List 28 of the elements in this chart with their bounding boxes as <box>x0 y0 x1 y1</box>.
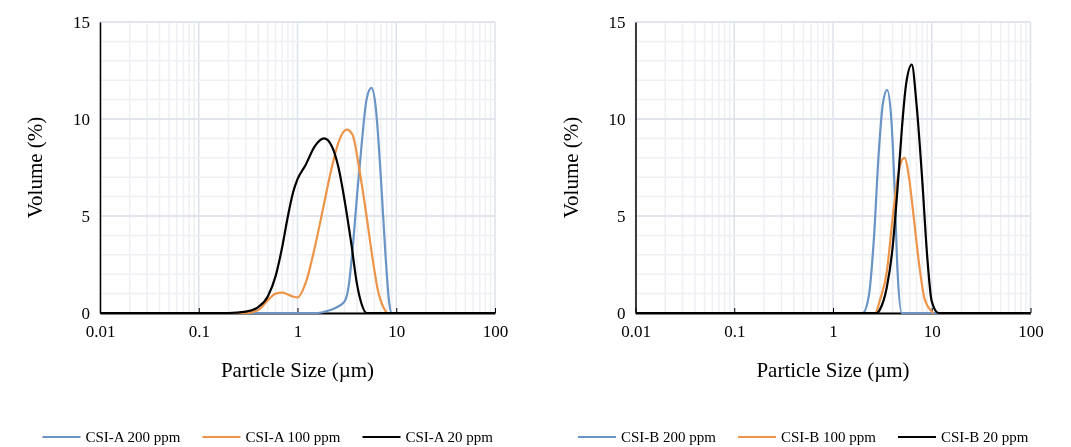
legend-label: CSI-B 200 ppm <box>620 429 717 445</box>
y-tick-label: 15 <box>608 12 626 32</box>
x-tick-label: 10 <box>388 322 406 342</box>
legend-label: CSI-B 20 ppm <box>941 429 1029 445</box>
y-tick-label: 10 <box>73 109 90 129</box>
x-tick-label: 0.01 <box>621 322 651 342</box>
y-tick-label: 0 <box>81 303 90 323</box>
x-tick-label: 0.01 <box>85 322 116 342</box>
y-tick-label: 0 <box>617 303 626 323</box>
legend-label: CSI-A 200 ppm <box>85 429 181 445</box>
y-tick-label: 15 <box>73 12 90 32</box>
x-tick-label: 0.1 <box>724 322 746 342</box>
legend-label: CSI-B 100 ppm <box>780 429 877 445</box>
x-axis-title: Particle Size (µm) <box>220 358 375 382</box>
y-tick-label: 5 <box>617 206 626 226</box>
x-tick-label: 0.1 <box>188 322 210 342</box>
x-tick-label: 1 <box>829 322 838 342</box>
x-axis-title: Particle Size (µm) <box>756 358 910 382</box>
x-tick-label: 1 <box>293 322 303 342</box>
y-axis-title: Volume (%) <box>558 116 583 219</box>
legend-label: CSI-A 20 ppm <box>405 429 494 445</box>
y-axis-title: Volume (%) <box>23 116 47 219</box>
y-tick-label: 10 <box>608 109 626 129</box>
y-tick-label: 5 <box>81 206 90 226</box>
x-tick-label: 100 <box>1018 322 1044 342</box>
legend-label: CSI-A 100 ppm <box>245 429 341 445</box>
x-tick-label: 100 <box>482 322 509 342</box>
x-tick-label: 10 <box>923 322 941 342</box>
